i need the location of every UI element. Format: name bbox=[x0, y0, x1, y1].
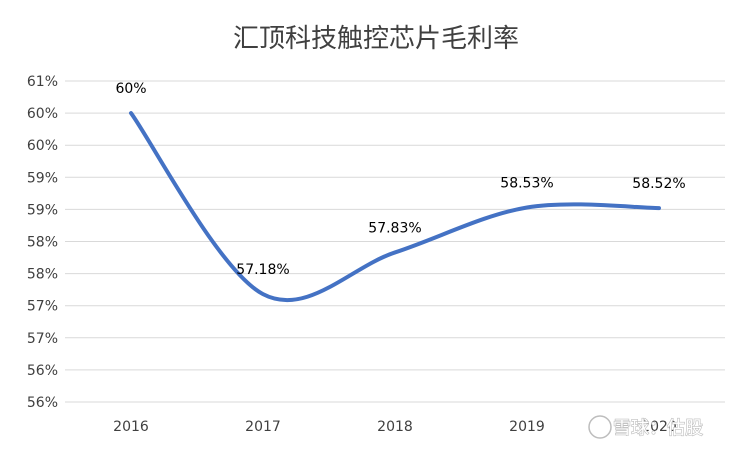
y-tick-label: 56% bbox=[27, 363, 58, 379]
y-tick-label: 60% bbox=[27, 106, 58, 122]
x-tick-label: 2017 bbox=[245, 419, 281, 435]
y-tick-label: 57% bbox=[27, 299, 58, 315]
y-tick-label: 58% bbox=[27, 235, 58, 251]
snowball-logo-icon bbox=[588, 415, 612, 439]
data-label: 57.83% bbox=[368, 220, 421, 236]
y-axis-tick-labels: 61% 60% 60% 59% 59% 58% 58% 57% 57% 56% 56% bbox=[27, 74, 58, 411]
series-line bbox=[129, 111, 661, 303]
data-label: 58.53% bbox=[500, 175, 553, 191]
data-label: 57.18% bbox=[236, 262, 289, 278]
x-tick-label: 2016 bbox=[113, 419, 149, 435]
y-tick-label: 56% bbox=[27, 395, 58, 411]
x-tick-label: 2020 bbox=[641, 419, 677, 435]
chart-title: 汇顶科技触控芯片毛利率 bbox=[233, 24, 519, 54]
watermark-text: 雪球：估股 bbox=[613, 418, 703, 439]
data-labels: 60% 57.18% 57.83% 58.53% 58.52% bbox=[115, 81, 685, 278]
gridlines bbox=[65, 80, 725, 403]
y-tick-label: 61% bbox=[27, 74, 58, 90]
data-label: 60% bbox=[115, 81, 146, 97]
x-tick-label: 2018 bbox=[377, 419, 413, 435]
x-tick-label: 2019 bbox=[509, 419, 545, 435]
y-tick-label: 59% bbox=[27, 170, 58, 186]
data-label: 58.52% bbox=[632, 176, 685, 192]
y-tick-label: 59% bbox=[27, 202, 58, 218]
y-tick-label: 60% bbox=[27, 138, 58, 154]
watermark: 雪球：估股 bbox=[588, 415, 704, 440]
x-axis-tick-labels: 2016 2017 2018 2019 2020 bbox=[113, 419, 677, 435]
y-tick-label: 57% bbox=[27, 331, 58, 347]
y-tick-label: 58% bbox=[27, 267, 58, 283]
